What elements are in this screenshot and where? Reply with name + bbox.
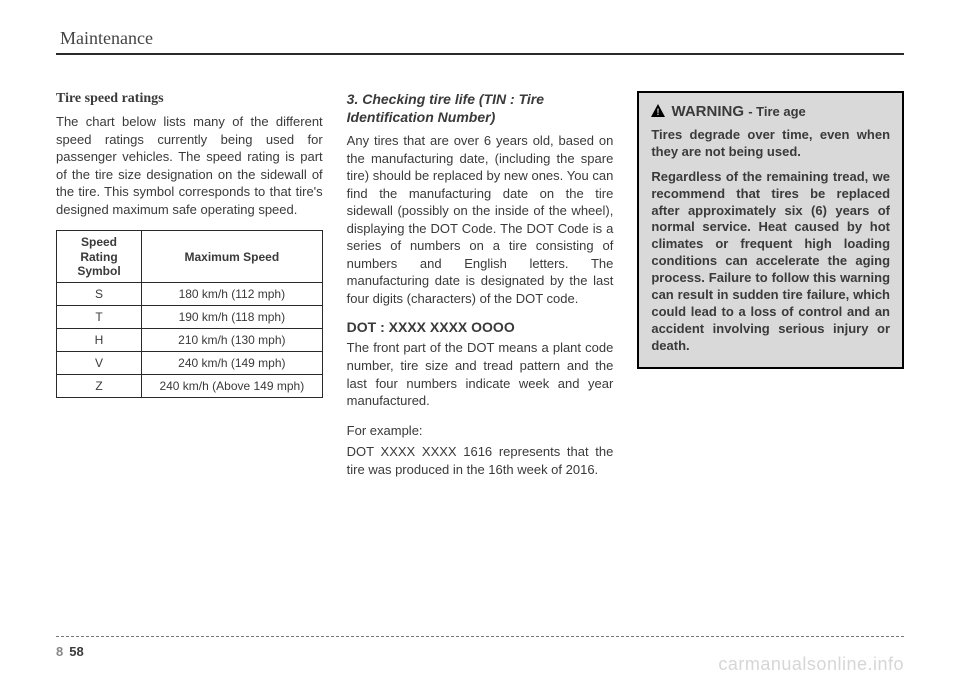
warning-para-2: Regardless of the remaining tread, we re… (651, 169, 890, 355)
table-row: T 190 km/h (118 mph) (57, 306, 323, 329)
chapter-number: 8 (56, 644, 63, 659)
tin-para-1: Any tires that are over 6 years old, bas… (347, 132, 614, 307)
example-label: For example: (347, 422, 614, 440)
tire-speed-para: The chart below lists many of the differ… (56, 113, 323, 218)
table-cell-speed: 240 km/h (149 mph) (142, 352, 323, 375)
page: Maintenance Tire speed ratings The chart… (0, 0, 960, 689)
warning-icon: ! (651, 104, 665, 121)
table-cell-symbol: Z (57, 375, 142, 398)
table-header-symbol: Speed Rating Symbol (57, 231, 142, 283)
watermark: carmanualsonline.info (718, 654, 904, 675)
table-cell-speed: 180 km/h (112 mph) (142, 283, 323, 306)
table-cell-speed: 190 km/h (118 mph) (142, 306, 323, 329)
table-header-row: Speed Rating Symbol Maximum Speed (57, 231, 323, 283)
table-cell-symbol: S (57, 283, 142, 306)
warning-box: ! WARNING - Tire age Tires degrade over … (637, 91, 904, 369)
tire-speed-heading: Tire speed ratings (56, 91, 323, 107)
warning-para-1: Tires degrade over time, even when they … (651, 127, 890, 161)
table-header-speed: Maximum Speed (142, 231, 323, 283)
dot-para: The front part of the DOT means a plant … (347, 339, 614, 409)
table-cell-symbol: V (57, 352, 142, 375)
table-row: S 180 km/h (112 mph) (57, 283, 323, 306)
warning-title: ! WARNING - Tire age (651, 103, 890, 121)
table-row: V 240 km/h (149 mph) (57, 352, 323, 375)
header-rule (56, 53, 904, 55)
example-para: DOT XXXX XXXX 1616 represents that the t… (347, 443, 614, 478)
warning-title-main: WARNING (672, 103, 745, 120)
table-cell-speed: 210 km/h (130 mph) (142, 329, 323, 352)
svg-text:!: ! (657, 107, 660, 117)
column-2: 3. Checking tire life (TIN : Tire Identi… (347, 91, 614, 490)
page-number: 8 58 (56, 644, 84, 659)
table-cell-speed: 240 km/h (Above 149 mph) (142, 375, 323, 398)
table-row: Z 240 km/h (Above 149 mph) (57, 375, 323, 398)
tin-heading: 3. Checking tire life (TIN : Tire Identi… (347, 91, 614, 126)
footer-rule (56, 636, 904, 637)
table-row: H 210 km/h (130 mph) (57, 329, 323, 352)
section-header: Maintenance (60, 28, 904, 49)
table-cell-symbol: H (57, 329, 142, 352)
speed-rating-table: Speed Rating Symbol Maximum Speed S 180 … (56, 230, 323, 398)
warning-title-sub: - Tire age (748, 104, 806, 119)
footer (56, 636, 904, 637)
column-1: Tire speed ratings The chart below lists… (56, 91, 323, 490)
page-no: 58 (69, 644, 83, 659)
content-columns: Tire speed ratings The chart below lists… (56, 91, 904, 490)
table-cell-symbol: T (57, 306, 142, 329)
dot-heading: DOT : XXXX XXXX OOOO (347, 319, 614, 335)
column-3: ! WARNING - Tire age Tires degrade over … (637, 91, 904, 490)
